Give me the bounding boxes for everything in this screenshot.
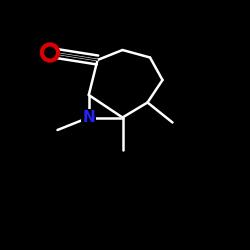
Text: N: N [82,110,95,125]
Circle shape [45,47,55,58]
Text: N: N [82,110,95,125]
Circle shape [40,43,60,62]
